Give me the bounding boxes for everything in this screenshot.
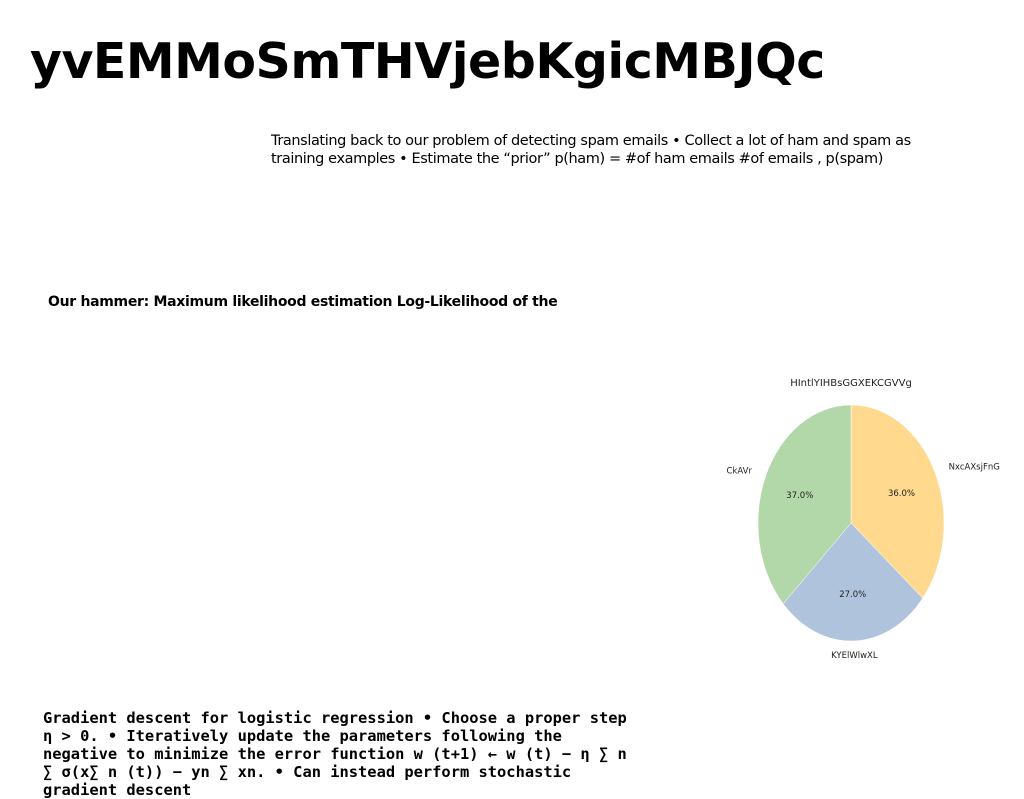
pie-category-label: KYElWlwXL [831, 651, 878, 661]
pie-category-label: CkAVr [727, 467, 753, 477]
gradient-descent-paragraph: Gradient descent for logistic regression… [43, 709, 627, 799]
pie-percent-label: 27.0% [839, 590, 866, 600]
chart-title: HIntlYIHBsGGXEKCGVVg [790, 378, 912, 389]
pie-percent-labels: 36.0% 27.0% 37.0% [786, 489, 915, 600]
section-heading: Our hammer: Maximum likelihood estimatio… [48, 294, 558, 310]
pie-percent-label: 36.0% [888, 489, 915, 499]
pie-category-labels: NxcAXsjFnG KYElWlwXL CkAVr [727, 463, 1000, 661]
pie-slice-CkAVr [757, 404, 852, 605]
page-title: yvEMMoSmTHVjebKgicMBJQc [30, 33, 825, 90]
pie-slice-NxcAXsjFnG [850, 404, 945, 599]
pie-percent-label: 37.0% [786, 491, 813, 501]
pie-slices [757, 404, 945, 642]
pie-chart: HIntlYIHBsGGXEKCGVVg 36.0% 27.0% 37.0% Nxc… [720, 368, 1010, 668]
pie-slice-KYElWlwXL [782, 522, 923, 642]
pie-chart-svg: HIntlYIHBsGGXEKCGVVg 36.0% 27.0% 37.0% Nxc… [727, 378, 1000, 661]
intro-paragraph: Translating back to our problem of detec… [271, 133, 911, 167]
pie-category-label: NxcAXsjFnG [949, 463, 1000, 473]
